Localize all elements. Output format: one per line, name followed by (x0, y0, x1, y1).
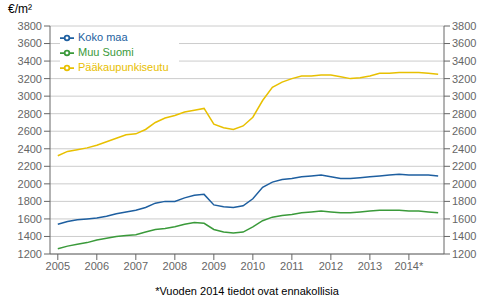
svg-text:2012: 2012 (319, 260, 343, 272)
svg-text:2400: 2400 (18, 143, 42, 155)
svg-text:2200: 2200 (452, 160, 476, 172)
svg-text:2006: 2006 (85, 260, 109, 272)
svg-text:3000: 3000 (452, 90, 476, 102)
svg-text:2014*: 2014* (395, 260, 424, 272)
svg-text:2600: 2600 (18, 125, 42, 137)
svg-text:2010: 2010 (241, 260, 265, 272)
html-text:€/m²: €/m² (8, 2, 32, 16)
svg-text:3200: 3200 (452, 73, 476, 85)
svg-text:3200: 3200 (18, 73, 42, 85)
svg-text:2009: 2009 (202, 260, 226, 272)
svg-text:1800: 1800 (452, 195, 476, 207)
svg-text:3400: 3400 (18, 55, 42, 67)
svg-text:2000: 2000 (452, 178, 476, 190)
svg-text:2005: 2005 (46, 260, 70, 272)
svg-text:2800: 2800 (452, 108, 476, 120)
svg-text:1400: 1400 (18, 230, 42, 242)
svg-text:2013: 2013 (358, 260, 382, 272)
svg-text:3600: 3600 (452, 37, 476, 49)
html-text:Pääkaupunkiseutu: Pääkaupunkiseutu (78, 61, 169, 74)
svg-text:1600: 1600 (452, 213, 476, 225)
svg-text:1600: 1600 (18, 213, 42, 225)
svg-text:2008: 2008 (163, 260, 187, 272)
svg-text:1400: 1400 (452, 230, 476, 242)
svg-text:1200: 1200 (18, 248, 42, 260)
svg-text:2011: 2011 (280, 260, 304, 272)
svg-text:2007: 2007 (124, 260, 148, 272)
svg-text:1200: 1200 (452, 248, 476, 260)
svg-text:2400: 2400 (452, 143, 476, 155)
svg-text:1800: 1800 (18, 195, 42, 207)
svg-text:2600: 2600 (452, 125, 476, 137)
svg-text:2200: 2200 (18, 160, 42, 172)
html-text:Muu Suomi: Muu Suomi (78, 46, 134, 59)
svg-text:3000: 3000 (18, 90, 42, 102)
svg-text:2000: 2000 (18, 178, 42, 190)
html-text:Koko maa: Koko maa (78, 31, 128, 43)
html-text:*Vuoden 2014 tiedot ovat ennak: *Vuoden 2014 tiedot ovat ennakollisia (155, 285, 339, 297)
svg-text:3800: 3800 (18, 20, 42, 32)
svg-text:3400: 3400 (452, 55, 476, 67)
svg-text:3800: 3800 (452, 20, 476, 32)
svg-text:3600: 3600 (18, 37, 42, 49)
svg-text:2800: 2800 (18, 108, 42, 120)
